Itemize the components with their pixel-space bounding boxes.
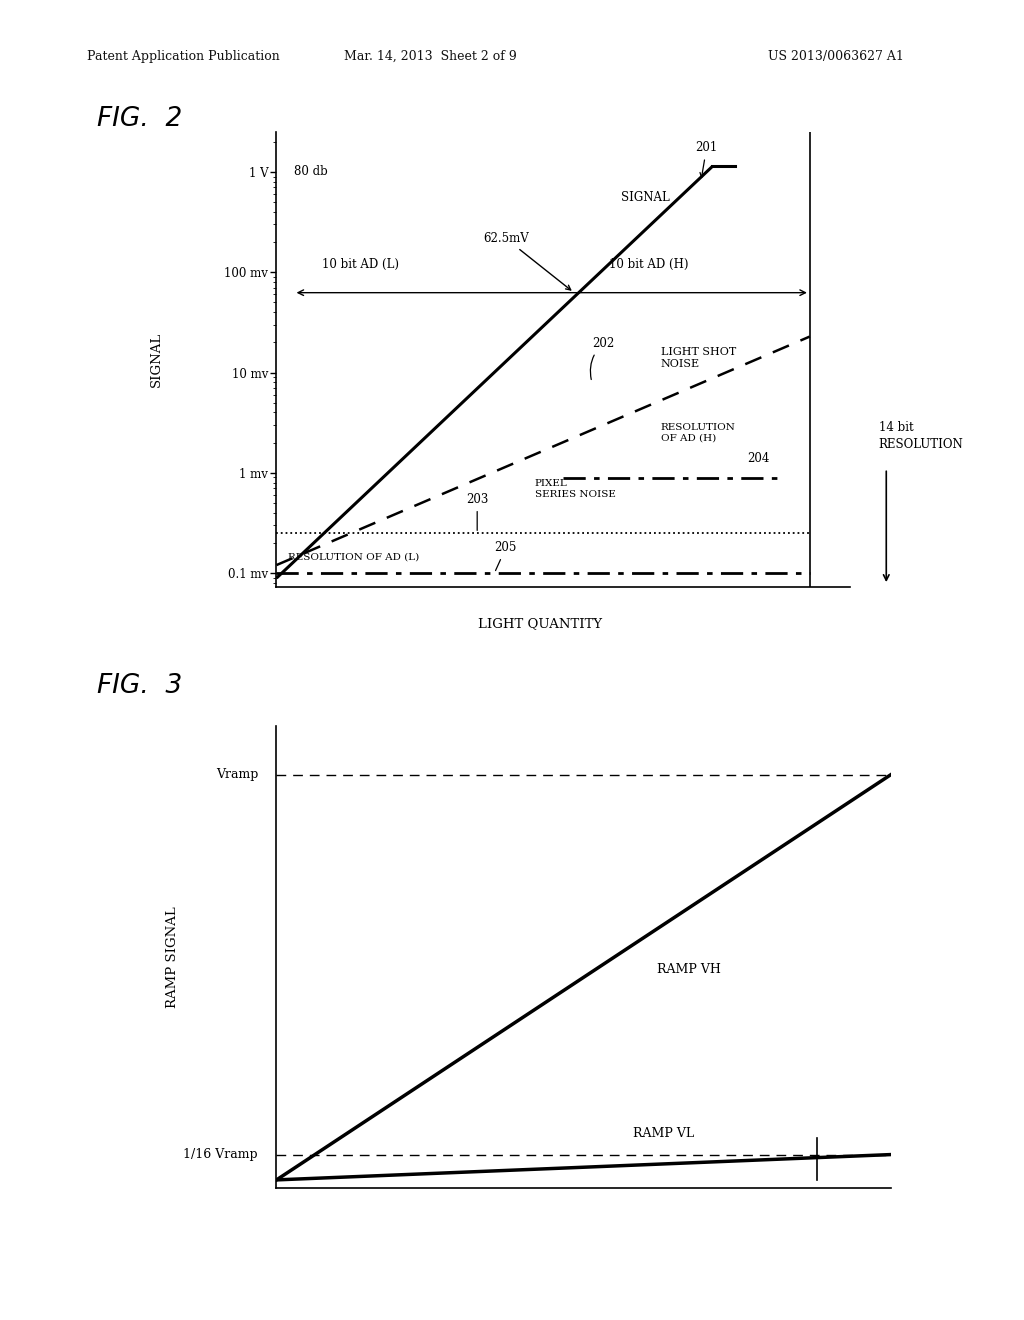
Text: LIGHT QUANTITY: LIGHT QUANTITY [478, 616, 602, 630]
Text: 204: 204 [746, 451, 769, 465]
Text: Mar. 14, 2013  Sheet 2 of 9: Mar. 14, 2013 Sheet 2 of 9 [344, 50, 516, 63]
Text: 201: 201 [695, 141, 718, 177]
Text: Vramp: Vramp [216, 768, 258, 781]
Text: 205: 205 [495, 541, 517, 570]
Text: SIGNAL: SIGNAL [150, 333, 163, 387]
Text: LIGHT SHOT
NOISE: LIGHT SHOT NOISE [660, 347, 736, 368]
Text: RESOLUTION
OF AD (H): RESOLUTION OF AD (H) [660, 424, 735, 442]
Text: SIGNAL: SIGNAL [621, 191, 670, 205]
Text: 203: 203 [466, 492, 488, 531]
Text: RESOLUTION OF AD (L): RESOLUTION OF AD (L) [288, 552, 419, 561]
Text: 62.5mV: 62.5mV [483, 232, 570, 290]
Text: PIXEL
SERIES NOISE: PIXEL SERIES NOISE [535, 479, 615, 499]
Text: US 2013/0063627 A1: US 2013/0063627 A1 [768, 50, 904, 63]
Text: RAMP SIGNAL: RAMP SIGNAL [166, 906, 178, 1008]
Text: 80 db: 80 db [294, 165, 328, 178]
Text: 10 bit AD (L): 10 bit AD (L) [323, 257, 399, 271]
Text: FIG.  2: FIG. 2 [97, 106, 182, 132]
Text: 14 bit
RESOLUTION: 14 bit RESOLUTION [879, 421, 964, 450]
Text: FIG.  3: FIG. 3 [97, 673, 182, 700]
Text: RAMP VH: RAMP VH [657, 962, 721, 975]
Text: RAMP VL: RAMP VL [633, 1127, 694, 1139]
Text: 10 bit AD (H): 10 bit AD (H) [609, 257, 688, 271]
Text: 1/16 Vramp: 1/16 Vramp [183, 1148, 258, 1162]
Text: Patent Application Publication: Patent Application Publication [87, 50, 280, 63]
Text: 202: 202 [591, 337, 614, 380]
